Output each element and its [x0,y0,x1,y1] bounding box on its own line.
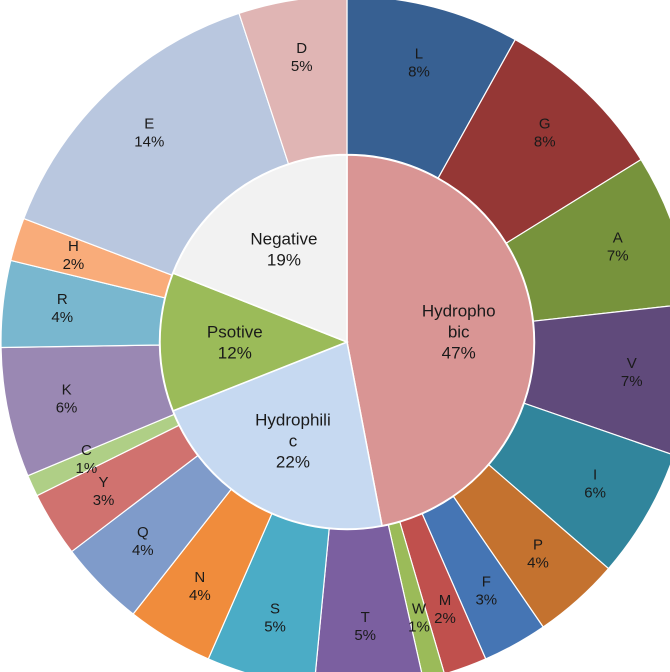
inner-label-name: Hydrophili [255,410,331,429]
inner-label-psotive: Psotive 12% [207,323,263,363]
outer-label-pct: 4% [527,555,549,572]
outer-label-name: W [412,600,427,617]
outer-label-w: W 1% [408,600,430,635]
outer-label-r: R 4% [51,291,73,326]
inner-label-name: Hydropho [422,301,496,320]
inner-label-hydrophobic: Hydropho bic 47% [422,301,496,362]
inner-slice-hydrophobic [346,154,535,527]
outer-label-pct: 6% [56,400,78,417]
outer-label-pct: 8% [408,64,430,81]
inner-label-pct: 12% [218,344,252,363]
outer-label-s: S 5% [264,600,286,635]
outer-label-g: G 8% [534,116,556,151]
outer-label-name: P [533,537,543,554]
outer-label-name: K [62,382,72,399]
outer-label-pct: 5% [264,618,286,635]
inner-label-pct: 22% [276,452,310,471]
inner-label-hydrophilic: Hydrophili c 22% [255,410,331,471]
outer-label-pct: 3% [93,492,115,509]
outer-label-name: D [296,40,307,57]
outer-label-name: Q [137,524,149,541]
inner-label-name: Psotive [207,323,263,342]
outer-label-y: Y 3% [93,474,115,509]
outer-label-pct: 2% [63,256,85,273]
outer-label-name: S [270,600,280,617]
outer-label-p: P 4% [527,537,549,572]
outer-label-name: A [613,229,623,246]
inner-slice-hydrophilic [172,340,383,530]
outer-label-k: K 6% [56,382,78,417]
inner-label-name: Negative [250,230,317,249]
outer-label-pct: 2% [434,610,456,627]
outer-label-i: I 6% [584,466,606,501]
inner-slice-psotive [159,272,350,412]
outer-label-l: L 8% [408,46,430,81]
outer-label-a: A 7% [607,229,629,264]
outer-label-t: T 5% [354,609,376,644]
outer-label-m: M 2% [434,592,456,627]
inner-ring [159,154,535,530]
outer-label-name: N [194,569,205,586]
inner-label-pct: 19% [267,251,301,270]
outer-label-name: F [482,573,491,590]
outer-labels: L 8%G 8%A 7%V 7%I 6%P 4%F 3%M 2%W 1%T 5%S 5%N 4%Q 4%Y… [51,40,642,644]
outer-label-pct: 1% [408,618,430,635]
outer-label-d: D 5% [291,40,313,75]
outer-label-pct: 1% [76,460,98,477]
outer-label-v: V 7% [621,355,643,390]
outer-label-name: G [539,116,551,133]
outer-label-h: H 2% [63,238,85,273]
outer-label-name: T [361,609,370,626]
outer-label-pct: 6% [584,484,606,501]
inner-label-name: c [289,431,298,450]
outer-label-pct: 5% [354,627,376,644]
inner-label-name: bic [448,322,470,341]
outer-label-name: M [439,592,452,609]
outer-label-pct: 3% [475,591,497,608]
outer-label-name: I [593,466,597,483]
outer-label-pct: 14% [134,134,164,151]
outer-label-pct: 4% [51,309,73,326]
outer-label-pct: 4% [189,587,211,604]
outer-label-name: V [627,355,637,372]
outer-label-e: E 14% [134,116,164,151]
outer-label-n: N 4% [189,569,211,604]
outer-label-pct: 8% [534,134,556,151]
outer-label-c: C 1% [76,442,98,477]
outer-label-name: L [415,46,423,63]
outer-label-f: F 3% [475,573,497,608]
inner-slice-negative [172,154,348,344]
outer-label-pct: 7% [621,373,643,390]
outer-label-pct: 7% [607,247,629,264]
outer-label-q: Q 4% [132,524,154,559]
outer-label-name: E [144,116,154,133]
inner-labels: Hydropho bic 47% Hydrophili c 22% Psotive 12% Ne… [207,230,496,472]
inner-label-negative: Negative 19% [250,230,317,270]
outer-label-name: C [81,442,92,459]
outer-label-pct: 4% [132,542,154,559]
outer-label-name: R [57,291,68,308]
outer-label-name: H [68,238,79,255]
inner-label-pct: 47% [442,343,476,362]
outer-label-pct: 5% [291,58,313,75]
outer-label-name: Y [99,474,109,491]
